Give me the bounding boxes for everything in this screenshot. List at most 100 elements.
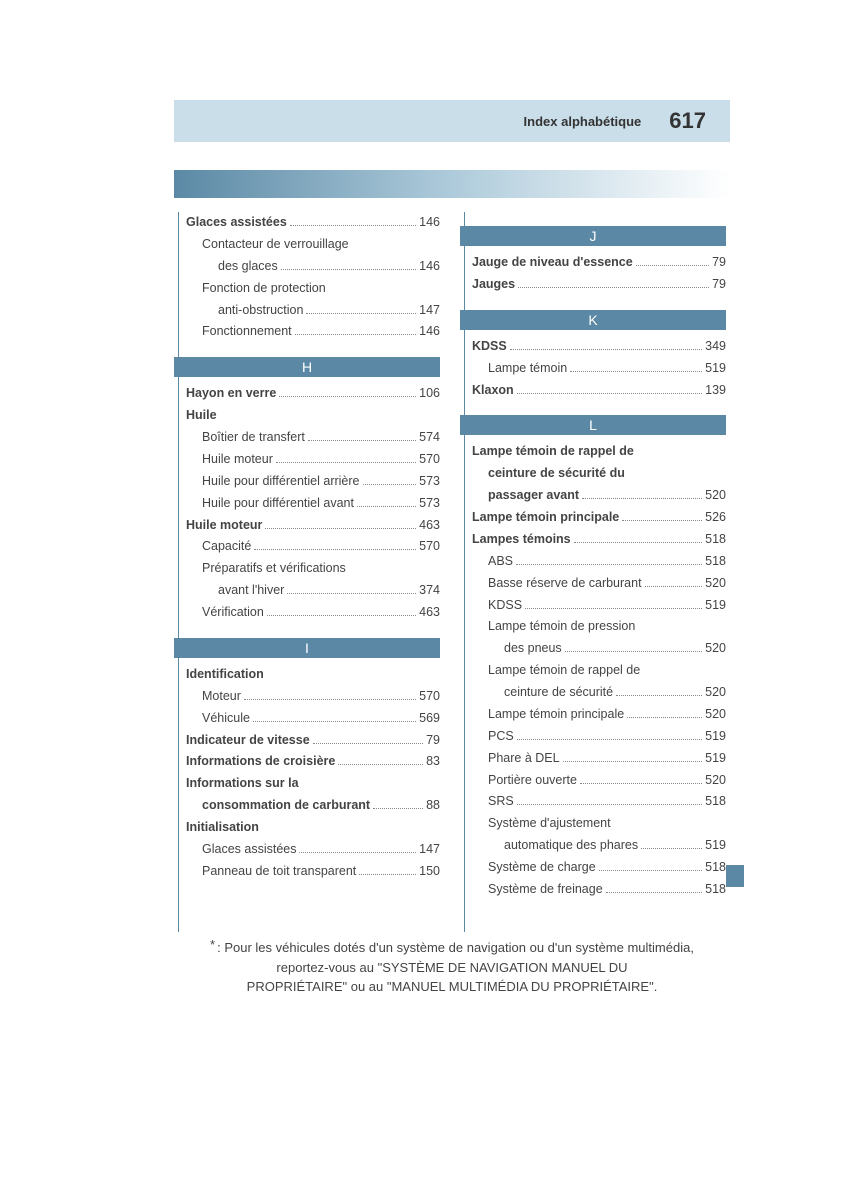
index-entry: Système de freinage 518	[472, 879, 726, 901]
leader-dots	[574, 542, 703, 543]
index-entry: Informations de croisière 83	[186, 751, 440, 773]
entry-label: Glaces assistées	[186, 212, 287, 234]
index-label: Informations sur la	[186, 773, 440, 795]
index-label: Identification	[186, 664, 440, 686]
section-header: K	[460, 310, 726, 330]
leader-dots	[606, 892, 702, 893]
entry-page: 79	[712, 274, 726, 296]
leader-dots	[265, 528, 416, 529]
entry-label: Moteur	[202, 686, 241, 708]
leader-dots	[373, 808, 423, 809]
leader-dots	[516, 564, 702, 565]
leader-dots	[287, 593, 416, 594]
entry-label: Informations de croisière	[186, 751, 335, 773]
footnote-asterisk: *	[210, 935, 215, 955]
leader-dots	[525, 608, 702, 609]
leader-dots	[517, 804, 702, 805]
index-entry: Jauge de niveau d'essence79	[472, 252, 726, 274]
entry-label: KDSS	[472, 336, 507, 358]
leader-dots	[580, 783, 702, 784]
index-entry: Hayon en verre 106	[186, 383, 440, 405]
entry-page: 518	[705, 857, 726, 879]
index-entry: Lampe témoin519	[472, 358, 726, 380]
leader-dots	[570, 371, 702, 372]
index-entry: Phare à DEL 519	[472, 748, 726, 770]
gradient-bar	[174, 170, 730, 198]
entry-page: 83	[426, 751, 440, 773]
entry-page: 139	[705, 380, 726, 402]
index-entry: Boîtier de transfert 574	[186, 427, 440, 449]
index-entry: Lampe témoin principale520	[472, 704, 726, 726]
leader-dots	[517, 739, 702, 740]
index-entry: Huile moteur463	[186, 515, 440, 537]
entry-label: Indicateur de vitesse	[186, 730, 310, 752]
entry-page: 146	[419, 321, 440, 343]
entry-label: ABS	[488, 551, 513, 573]
footnote-line: reportez-vous au "SYSTÈME DE NAVIGATION …	[276, 960, 627, 975]
entry-label: Phare à DEL	[488, 748, 560, 770]
entry-page: 520	[705, 704, 726, 726]
leader-dots	[281, 269, 416, 270]
entry-label: consommation de carburant	[202, 795, 370, 817]
entry-label: Huile pour différentiel arrière	[202, 471, 360, 493]
right-column: JJauge de niveau d'essence79Jauges79KKDS…	[460, 212, 726, 901]
entry-page: 374	[419, 580, 440, 602]
index-entry: Huile moteur570	[186, 449, 440, 471]
page-number: 617	[669, 108, 706, 134]
leader-dots	[616, 695, 702, 696]
index-label: Lampe témoin de pression	[472, 616, 726, 638]
entry-page: 147	[419, 300, 440, 322]
entry-label: KDSS	[488, 595, 522, 617]
entry-page: 520	[705, 485, 726, 507]
leader-dots	[279, 396, 416, 397]
leader-dots	[267, 615, 416, 616]
index-entry: des pneus520	[472, 638, 726, 660]
entry-label: SRS	[488, 791, 514, 813]
section-header: J	[460, 226, 726, 246]
entry-page: 520	[705, 573, 726, 595]
entry-page: 519	[705, 748, 726, 770]
entry-page: 520	[705, 682, 726, 704]
entry-page: 518	[705, 551, 726, 573]
entry-label: Système de freinage	[488, 879, 603, 901]
entry-label: Lampe témoin principale	[472, 507, 619, 529]
index-entry: Fonctionnement 146	[186, 321, 440, 343]
index-label: Fonction de protection	[186, 278, 440, 300]
entry-label: Hayon en verre	[186, 383, 276, 405]
index-entry: KDSS519	[472, 595, 726, 617]
entry-page: 519	[705, 835, 726, 857]
column-rule	[178, 212, 179, 932]
entry-label: Boîtier de transfert	[202, 427, 305, 449]
entry-page: 518	[705, 529, 726, 551]
entry-page: 79	[426, 730, 440, 752]
index-page: Index alphabétique 617 Glaces assistées1…	[174, 100, 730, 901]
index-entry: avant l'hiver374	[186, 580, 440, 602]
entry-label: Klaxon	[472, 380, 514, 402]
entry-page: 574	[419, 427, 440, 449]
entry-label: Lampe témoin	[488, 358, 567, 380]
entry-label: Vérification	[202, 602, 264, 624]
leader-dots	[627, 717, 702, 718]
entry-label: Huile moteur	[186, 515, 262, 537]
entry-page: 526	[705, 507, 726, 529]
index-entry: Capacité570	[186, 536, 440, 558]
leader-dots	[636, 265, 709, 266]
entry-label: passager avant	[488, 485, 579, 507]
entry-page: 570	[419, 536, 440, 558]
entry-page: 106	[419, 383, 440, 405]
entry-label: Huile moteur	[202, 449, 273, 471]
entry-page: 147	[419, 839, 440, 861]
index-entry: Huile pour différentiel arrière573	[186, 471, 440, 493]
index-entry: Glaces assistées147	[186, 839, 440, 861]
leader-dots	[599, 870, 702, 871]
leader-dots	[641, 848, 702, 849]
index-columns: Glaces assistées146Contacteur de verroui…	[174, 212, 730, 901]
leader-dots	[565, 651, 702, 652]
entry-page: 79	[712, 252, 726, 274]
index-entry: Huile pour différentiel avant573	[186, 493, 440, 515]
index-entry: Portière ouverte520	[472, 770, 726, 792]
entry-page: 518	[705, 879, 726, 901]
entry-label: Fonctionnement	[202, 321, 292, 343]
entry-page: 146	[419, 256, 440, 278]
entry-label: Lampes témoins	[472, 529, 571, 551]
